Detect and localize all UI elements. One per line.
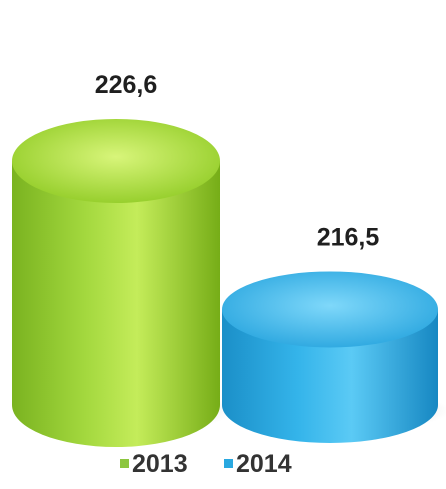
legend-swatch-2013 [120, 459, 129, 468]
legend-label-2013: 2013 [132, 450, 188, 478]
legend-item-2013: 2013 [120, 450, 188, 478]
data-label-2014: 216,5 [317, 223, 380, 251]
bar-2013 [12, 118, 232, 448]
bar-2014 [222, 271, 446, 443]
legend-swatch-2014 [224, 459, 233, 468]
data-label-2013: 226,6 [95, 71, 158, 99]
bar-2013-top [12, 118, 220, 203]
legend-item-2014: 2014 [224, 450, 292, 478]
legend: 2013 2014 [120, 450, 292, 478]
bar-2014-body [222, 309, 438, 443]
bar-2014-top [222, 271, 438, 348]
bar-2013-body [12, 160, 220, 448]
legend-label-2014: 2014 [236, 450, 292, 478]
